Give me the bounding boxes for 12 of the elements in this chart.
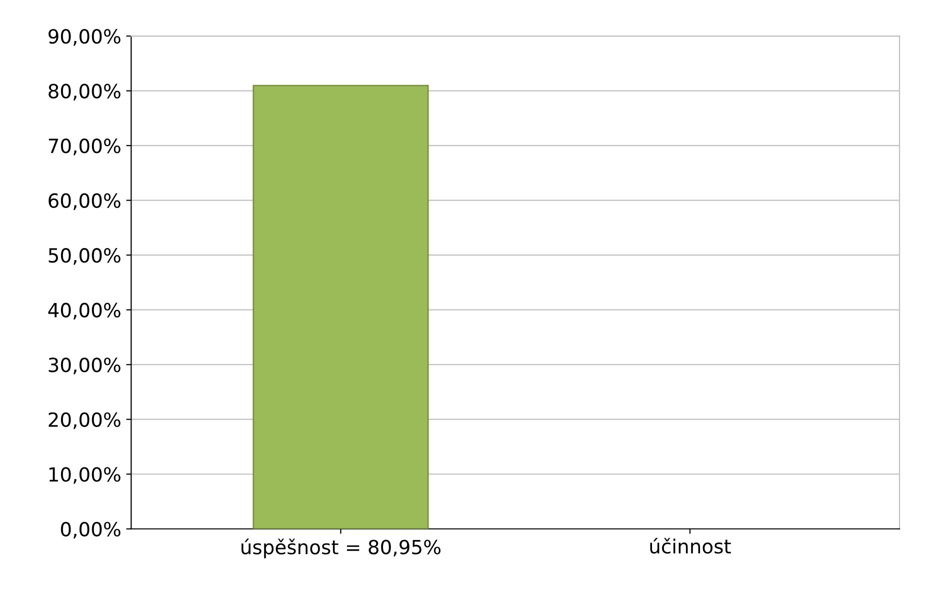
y-tick-label: 20,00%	[48, 412, 120, 430]
y-tick-label: 30,00%	[48, 358, 120, 374]
x-tick-label: účinnost	[650, 538, 731, 554]
y-tick-label: 70,00%	[48, 138, 120, 156]
y-tick-label: 40,00%	[48, 302, 120, 320]
y-tick-label: 80,00%	[48, 84, 120, 100]
y-tick-label: 90,00%	[48, 29, 120, 46]
y-tick-label: 50,00%	[48, 248, 120, 265]
y-tick-label: 10,00%	[49, 467, 120, 484]
y-tick-label: 60,00%	[48, 193, 120, 210]
y-tick-label: 0,00%	[60, 522, 120, 539]
x-tick-label: úspěšnost = 80,95%	[242, 538, 440, 558]
